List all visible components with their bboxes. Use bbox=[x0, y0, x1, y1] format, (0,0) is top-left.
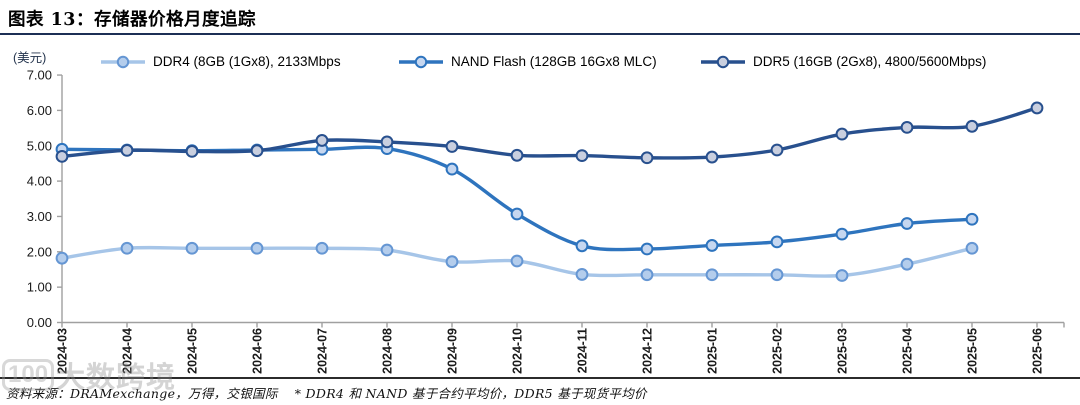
legend-label-ddr5: DDR5 (16GB (2Gx8), 4800/5600Mbps) bbox=[753, 54, 987, 69]
y-axis-ticks: 0.00 1.00 2.00 3.00 4.00 5.00 6.00 7.00 bbox=[27, 68, 62, 330]
figure-title: 图表 13：存储器价格月度追踪 bbox=[8, 10, 256, 30]
svg-text:7.00: 7.00 bbox=[27, 68, 52, 83]
svg-text:2.00: 2.00 bbox=[27, 244, 52, 259]
svg-text:2024-03: 2024-03 bbox=[56, 328, 70, 374]
svg-text:5.00: 5.00 bbox=[27, 138, 52, 153]
svg-text:2024-09: 2024-09 bbox=[446, 328, 460, 374]
svg-text:2025-02: 2025-02 bbox=[771, 328, 785, 374]
svg-text:2024-04: 2024-04 bbox=[121, 328, 135, 374]
svg-text:2024-10: 2024-10 bbox=[511, 328, 525, 374]
svg-text:2024-11: 2024-11 bbox=[576, 328, 590, 373]
svg-text:2024-08: 2024-08 bbox=[381, 328, 395, 374]
svg-text:1.00: 1.00 bbox=[27, 280, 52, 295]
legend-label-nand: NAND Flash (128GB 16Gx8 MLC) bbox=[451, 54, 657, 69]
y-axis-unit-label: (美元) bbox=[13, 51, 47, 65]
svg-text:2024-12: 2024-12 bbox=[641, 328, 655, 374]
series-0 bbox=[55, 241, 979, 282]
legend-item-nand: NAND Flash (128GB 16Gx8 MLC) bbox=[398, 54, 657, 69]
legend-item-ddr5: DDR5 (16GB (2Gx8), 4800/5600Mbps) bbox=[700, 54, 986, 69]
axes bbox=[61, 75, 1064, 324]
svg-text:2024-06: 2024-06 bbox=[251, 328, 265, 374]
svg-text:4.00: 4.00 bbox=[27, 174, 52, 189]
legend-item-ddr4: DDR4 (8GB (1Gx8), 2133Mbps bbox=[100, 54, 341, 69]
svg-text:2025-04: 2025-04 bbox=[901, 328, 915, 374]
source-note: 资料来源：DRAMexchange，万得，交银国际 * DDR4 和 NAND … bbox=[6, 386, 647, 401]
svg-text:2024-07: 2024-07 bbox=[316, 328, 330, 374]
svg-text:0.00: 0.00 bbox=[27, 315, 52, 330]
legend-marker-ddr5-icon bbox=[701, 55, 745, 68]
svg-text:2025-03: 2025-03 bbox=[836, 328, 850, 374]
svg-text:2024-05: 2024-05 bbox=[186, 328, 200, 374]
footer-divider bbox=[0, 377, 1080, 379]
legend-marker-ddr4-icon bbox=[101, 55, 145, 68]
svg-text:2025-05: 2025-05 bbox=[966, 328, 980, 374]
svg-text:3.00: 3.00 bbox=[27, 209, 52, 224]
svg-text:2025-06: 2025-06 bbox=[1031, 328, 1045, 374]
x-axis-ticks: 2024-03 2024-04 2024-05 2024-06 2024-07 2024-… bbox=[56, 322, 1065, 374]
legend-label-ddr4: DDR4 (8GB (1Gx8), 2133Mbps bbox=[153, 54, 341, 69]
series-2 bbox=[55, 101, 1044, 165]
title-divider bbox=[0, 33, 1080, 35]
svg-text:2025-01: 2025-01 bbox=[706, 328, 720, 374]
svg-text:6.00: 6.00 bbox=[27, 103, 52, 118]
legend-marker-nand-icon bbox=[399, 55, 443, 68]
